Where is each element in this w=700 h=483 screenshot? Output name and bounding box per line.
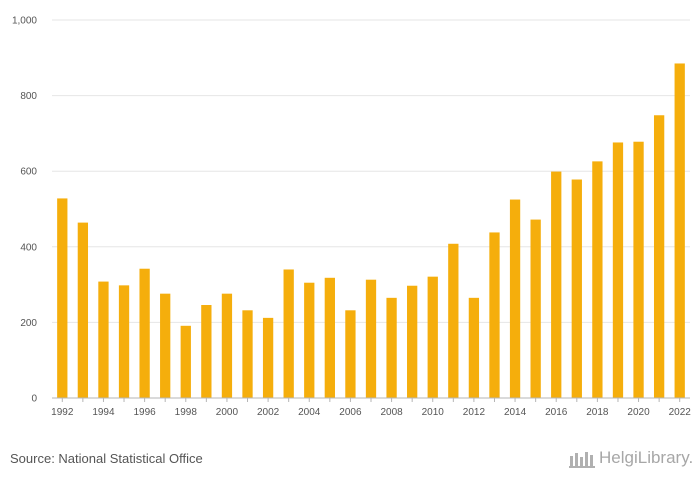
bar[interactable] (221, 293, 233, 398)
x-tick-label: 2000 (216, 407, 239, 418)
bar[interactable] (674, 63, 685, 398)
bar[interactable] (571, 179, 582, 398)
bar[interactable] (530, 219, 541, 398)
bar[interactable] (201, 305, 212, 398)
x-tick-label: 2010 (422, 407, 445, 418)
bar[interactable] (509, 199, 521, 398)
bars (57, 63, 685, 399)
x-tick-label: 1994 (92, 407, 115, 418)
y-tick-label: 400 (20, 242, 37, 253)
library-icon (569, 452, 595, 468)
x-tick-label: 2002 (257, 407, 280, 418)
bar[interactable] (427, 276, 438, 398)
bar[interactable] (180, 325, 191, 398)
bar[interactable] (118, 285, 130, 398)
source-note: Source: National Statistical Office (10, 451, 203, 466)
bar[interactable] (98, 281, 109, 398)
bar[interactable] (633, 141, 644, 398)
bar[interactable] (653, 115, 665, 399)
bar[interactable] (262, 317, 274, 398)
x-tick-label: 2004 (298, 407, 321, 418)
bar[interactable] (407, 285, 418, 398)
bar[interactable] (324, 277, 335, 398)
bar[interactable] (57, 198, 68, 398)
bar[interactable] (345, 310, 356, 398)
y-tick-label: 800 (20, 91, 37, 102)
bar[interactable] (283, 269, 294, 398)
x-axis: 1992 1994 1996 1998 2000 2002 2004 2006 2008 2010… (51, 397, 692, 418)
bar[interactable] (612, 142, 624, 398)
x-tick-label: 2008 (380, 407, 403, 418)
x-tick-label: 1992 (51, 407, 74, 418)
gridlines (52, 19, 690, 323)
bar[interactable] (468, 297, 480, 398)
logo-text: HelgiLibrary. (599, 448, 694, 467)
x-tick-label: 1998 (175, 407, 198, 418)
bar[interactable] (386, 297, 397, 398)
x-tick-label: 2020 (627, 407, 650, 418)
bar[interactable] (489, 232, 500, 398)
bar[interactable] (304, 282, 315, 398)
bar[interactable] (365, 279, 377, 398)
y-tick-label: 200 (20, 318, 37, 329)
y-tick-label: 1,000 (12, 16, 37, 27)
bar[interactable] (77, 222, 89, 398)
bar[interactable] (160, 293, 171, 398)
x-tick-label: 2022 (669, 407, 692, 418)
y-tick-label: 600 (20, 167, 37, 178)
x-tick-label: 1996 (133, 407, 156, 418)
x-tick-label: 2016 (545, 407, 568, 418)
bar[interactable] (551, 171, 562, 398)
bar[interactable] (592, 161, 603, 398)
bar[interactable] (139, 268, 150, 398)
x-tick-label: 2012 (463, 407, 486, 418)
bar[interactable] (448, 243, 459, 398)
x-tick-label: 2018 (586, 407, 609, 418)
x-tick-label: 2006 (339, 407, 362, 418)
bar[interactable] (242, 310, 253, 398)
x-tick-label: 2014 (504, 407, 527, 418)
y-tick-label: 0 (31, 394, 37, 405)
bar-chart: 0 200 400 600 800 1,000 1992 1994 1996 1998 2000 2… (12, 16, 692, 419)
helgilibrary-logo[interactable]: HelgiLibrary. (569, 448, 693, 468)
y-axis-ticks: 0 200 400 600 800 1,000 (12, 16, 37, 405)
